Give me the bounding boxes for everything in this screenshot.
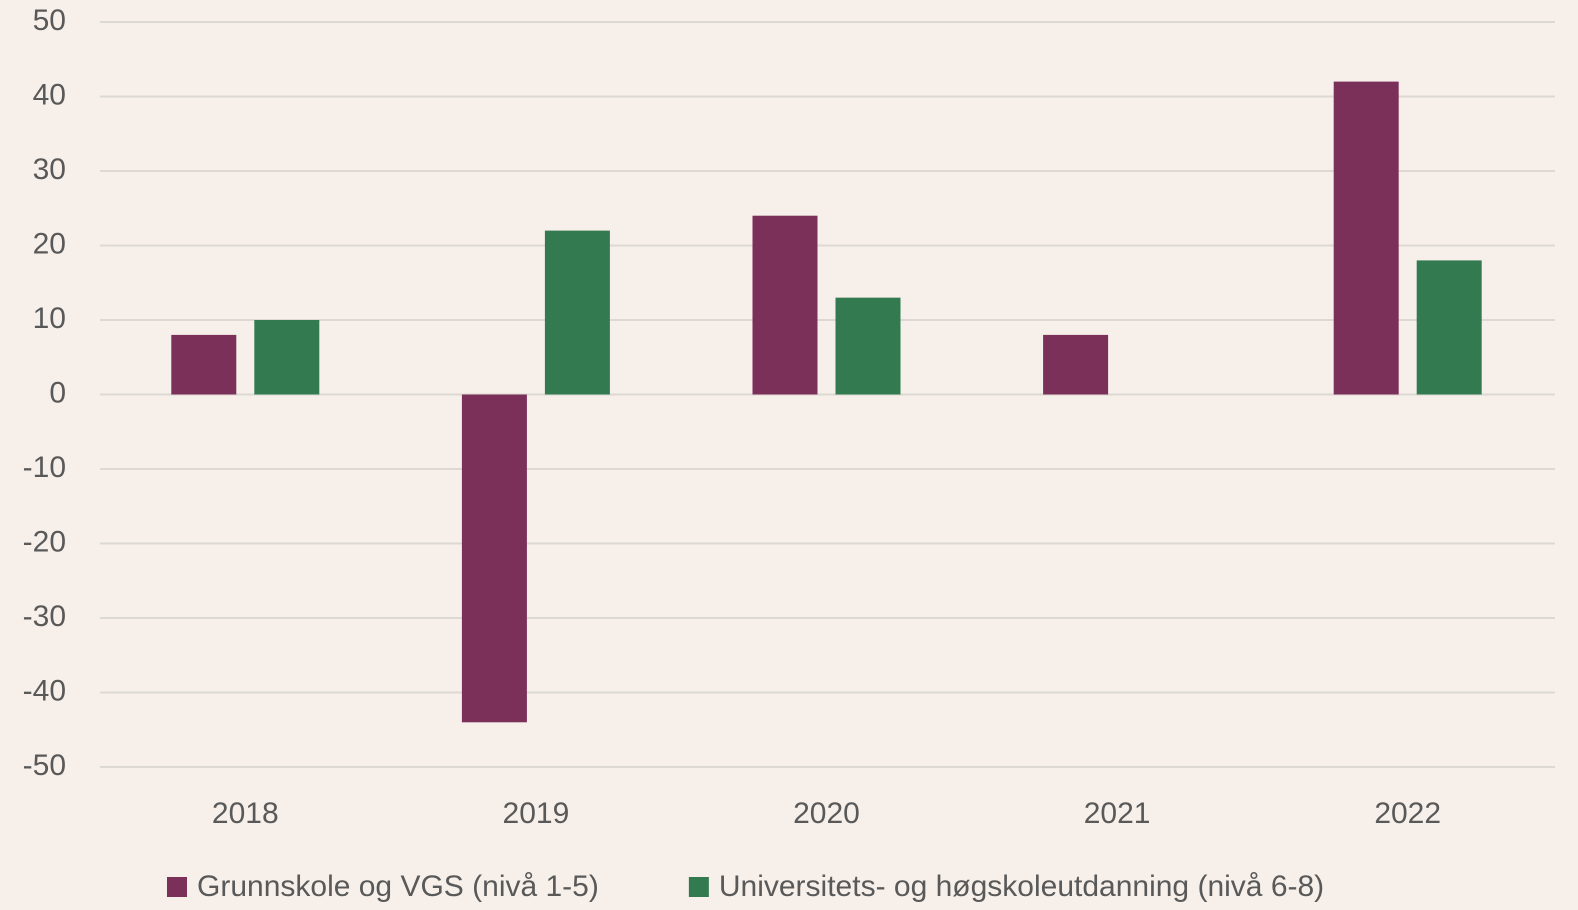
bar <box>254 320 320 395</box>
y-tick-label: 50 <box>33 4 66 37</box>
y-tick-label: -30 <box>23 600 66 633</box>
y-tick-label: 20 <box>33 227 66 260</box>
y-tick-label: 10 <box>33 302 66 335</box>
y-tick-label: 40 <box>33 78 66 111</box>
bar <box>461 394 527 723</box>
x-tick-label: 2021 <box>1084 797 1151 830</box>
legend-label: Grunnskole og VGS (nivå 1-5) <box>197 870 599 903</box>
y-tick-label: -10 <box>23 451 66 484</box>
y-tick-label: -50 <box>23 749 66 782</box>
bar <box>1416 260 1482 395</box>
x-tick-label: 2020 <box>793 797 860 830</box>
legend-label: Universitets- og høgskoleutdanning (nivå… <box>719 870 1324 903</box>
legend-swatch <box>688 877 709 897</box>
bar <box>1333 81 1399 395</box>
x-tick-label: 2019 <box>503 797 570 830</box>
bar <box>544 230 610 395</box>
bar <box>752 215 818 395</box>
y-tick-label: 0 <box>49 376 66 409</box>
bar <box>171 334 237 395</box>
bar <box>835 297 901 395</box>
legend-swatch <box>167 877 187 897</box>
x-tick-label: 2018 <box>212 797 279 830</box>
y-tick-label: -20 <box>23 525 66 558</box>
y-tick-label: -40 <box>23 674 66 707</box>
x-tick-label: 2022 <box>1374 797 1441 830</box>
bar <box>1043 334 1109 395</box>
y-tick-label: 30 <box>33 153 66 186</box>
